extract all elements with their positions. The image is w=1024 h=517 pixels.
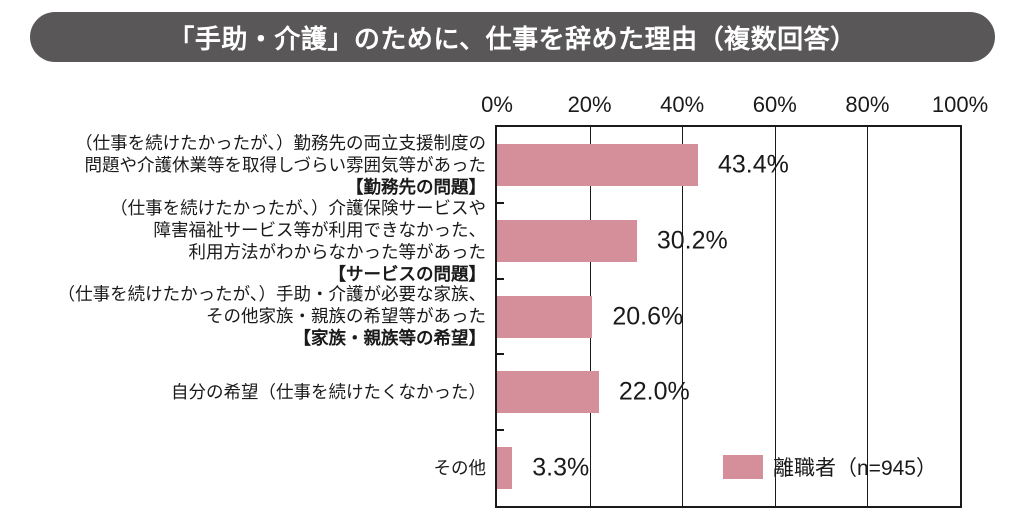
x-axis-tick-label: 80% [845, 92, 890, 117]
bar-value-label: 43.4% [717, 150, 789, 179]
bar-3 [497, 371, 599, 414]
x-axis-tick-label: 0% [481, 92, 513, 117]
plot-area: 離職者（n=945） 43.4% 30.2% 20.6% 22.0% 3.3% [495, 125, 962, 508]
bar-value-label: 22.0% [618, 377, 690, 406]
gridline [774, 127, 776, 506]
category-label-line: その他 [433, 458, 487, 479]
category-label: その他 [0, 430, 487, 506]
x-axis-tick-label: 60% [752, 92, 797, 117]
gridline [682, 127, 684, 506]
bar-value-label: 3.3% [532, 453, 590, 482]
category-labels: （仕事を続けたかったが、）勤務先の両立支援制度の 問題や介護休業等を取得しづらい雰… [0, 127, 486, 506]
legend-swatch [723, 455, 763, 479]
category-label: （仕事を続けたかったが、）手助・介護が必要な家族、 その他家族・親族の希望等があっ… [0, 279, 486, 355]
axis-tick [497, 277, 504, 280]
legend: 離職者（n=945） [723, 452, 937, 482]
category-label-line: 【家族・親族等の希望】 [293, 328, 487, 349]
category-label-line: 自分の希望（仕事を続けたくなかった） [171, 382, 486, 403]
gridline [867, 127, 869, 506]
category-label-line: その他家族・親族の希望等があった [206, 306, 486, 327]
x-axis-tick-label: 100% [931, 92, 989, 117]
chart-title: 「手助・介護」のために、仕事を辞めた理由（複数回答） [168, 23, 857, 54]
category-label: 自分の希望（仕事を続けたくなかった） [0, 354, 486, 430]
axis-tick [497, 429, 504, 432]
bar-0 [497, 143, 698, 186]
x-axis-tick-label: 20% [567, 92, 612, 117]
category-label-line: （仕事を続けたかったが、）手助・介護が必要な家族、 [57, 284, 486, 305]
category-label-line: （仕事を続けたかったが、）介護保険サービスや [110, 197, 486, 218]
category-label-line: 【勤務先の問題】 [346, 176, 486, 197]
category-label: （仕事を続けたかったが、）勤務先の両立支援制度の 問題や介護休業等を取得しづらい雰… [0, 127, 486, 203]
category-label-line: 【サービスの問題】 [328, 263, 487, 284]
x-axis: 0% 20% 40% 60% 80% 100% [481, 90, 988, 118]
bar-1 [497, 219, 637, 262]
axis-tick [497, 201, 504, 204]
bar-value-label: 30.2% [656, 226, 728, 255]
category-label: （仕事を続けたかったが、）介護保険サービスや 障害福祉サービス等が利用できなかった… [0, 198, 487, 284]
category-label-line: （仕事を続けたかったが、）勤務先の両立支援制度の [75, 132, 486, 153]
bar-2 [497, 295, 593, 338]
legend-label: 離職者（n=945） [773, 457, 937, 480]
axis-tick [497, 353, 504, 356]
category-label-line: 障害福祉サービス等が利用できなかった、 [153, 219, 487, 240]
chart-title-banner: 「手助・介護」のために、仕事を辞めた理由（複数回答） [30, 12, 995, 62]
category-label-line: 問題や介護休業等を取得しづらい雰囲気等があった [84, 154, 486, 175]
x-axis-tick-label: 40% [660, 92, 705, 117]
bar-4 [497, 447, 513, 490]
bar-value-label: 20.6% [612, 302, 684, 330]
category-label-line: 利用方法がわからなかった等があった [188, 241, 487, 262]
